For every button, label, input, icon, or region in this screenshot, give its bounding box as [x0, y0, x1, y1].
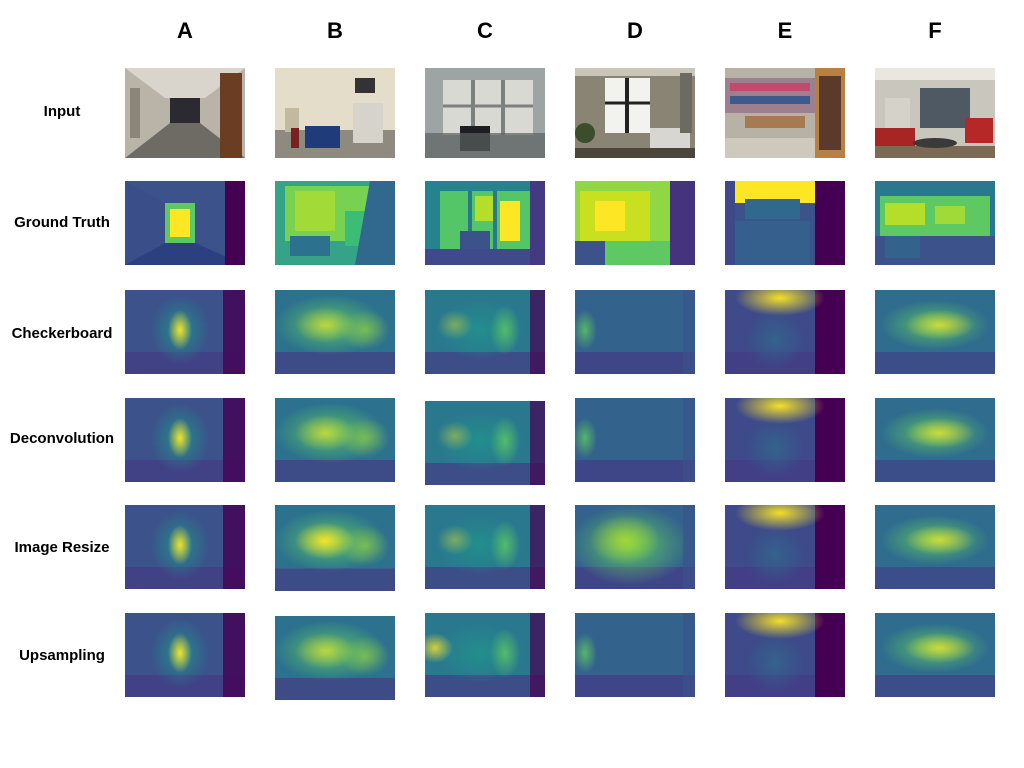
image-upsampling-d [575, 613, 695, 697]
row-label-ground-truth: Ground Truth [14, 214, 110, 231]
image-image-resize-a [125, 505, 245, 589]
image-deconvolution-f [875, 398, 995, 482]
row-label-image-resize: Image Resize [14, 539, 110, 556]
row-label-checkerboard: Checkerboard [11, 325, 113, 342]
image-ground-truth-c [425, 181, 545, 265]
image-image-resize-d [575, 505, 695, 589]
image-deconvolution-e [725, 398, 845, 482]
row-label-upsampling: Upsampling [19, 647, 105, 664]
image-checkerboard-b [275, 290, 395, 374]
column-header-f: F [928, 18, 942, 43]
image-upsampling-a [125, 613, 245, 697]
image-upsampling-b [275, 616, 395, 700]
image-input-b [275, 68, 395, 158]
image-upsampling-c [425, 613, 545, 697]
image-checkerboard-d [575, 290, 695, 374]
row-label-deconvolution: Deconvolution [9, 430, 115, 447]
image-ground-truth-f [875, 181, 995, 265]
image-checkerboard-e [725, 290, 845, 374]
image-deconvolution-c [425, 401, 545, 485]
column-header-a: A [177, 18, 193, 43]
image-image-resize-f [875, 505, 995, 589]
image-image-resize-b [275, 505, 395, 591]
column-header-d: D [627, 18, 643, 43]
image-deconvolution-d [575, 398, 695, 482]
image-upsampling-f [875, 613, 995, 697]
column-header-b: B [327, 18, 343, 43]
image-input-d [575, 68, 695, 158]
image-deconvolution-a [125, 398, 245, 482]
image-ground-truth-d [575, 181, 695, 265]
image-checkerboard-f [875, 290, 995, 374]
image-image-resize-e [725, 505, 845, 589]
image-checkerboard-a [125, 290, 245, 374]
image-input-a [125, 68, 245, 158]
column-header-e: E [777, 18, 793, 43]
image-image-resize-c [425, 505, 545, 589]
image-input-e [725, 68, 845, 158]
image-input-f [875, 68, 995, 158]
image-deconvolution-b [275, 398, 395, 482]
image-checkerboard-c [425, 290, 545, 374]
image-input-c [425, 68, 545, 158]
image-ground-truth-b [275, 181, 395, 265]
image-ground-truth-e [725, 181, 845, 265]
row-label-input: Input [43, 103, 81, 120]
image-ground-truth-a [125, 181, 245, 265]
column-header-c: C [477, 18, 493, 43]
image-upsampling-e [725, 613, 845, 697]
